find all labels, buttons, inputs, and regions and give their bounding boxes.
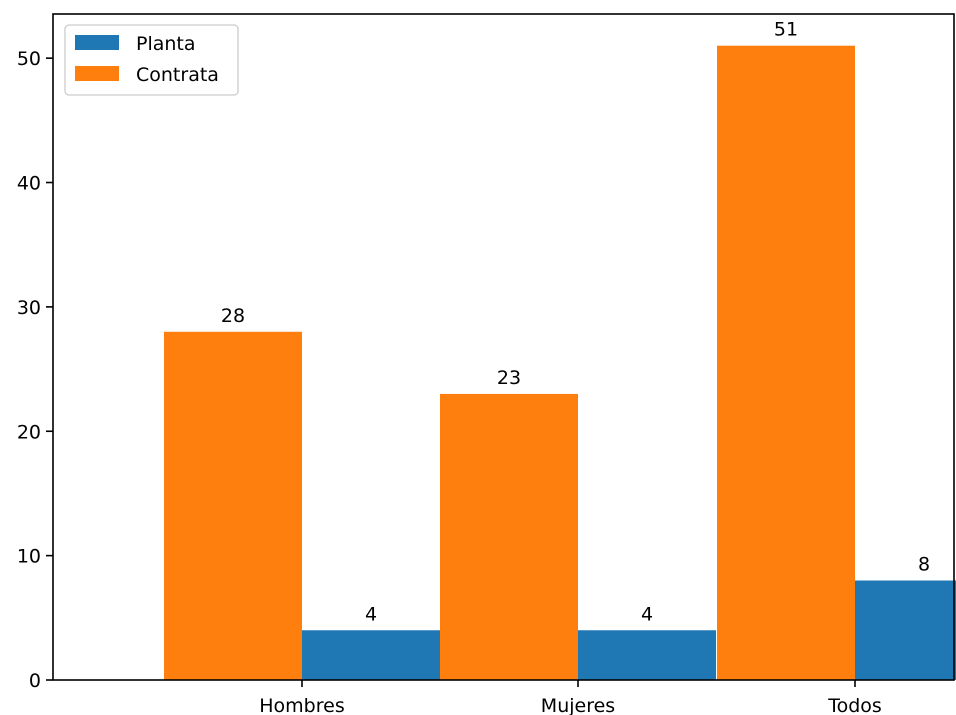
x-tick-label: Mujeres bbox=[541, 695, 615, 715]
bar-labels-layer: 4 4 8 28 23 51 bbox=[221, 19, 930, 626]
y-tick-label: 40 bbox=[17, 173, 41, 195]
bar-planta-mujeres bbox=[578, 630, 716, 680]
plot-frame bbox=[52, 13, 955, 681]
y-tick-label: 0 bbox=[29, 670, 41, 692]
y-tick-label: 50 bbox=[17, 48, 41, 70]
legend: Planta Contrata bbox=[64, 24, 239, 96]
bar-value-label: 4 bbox=[365, 603, 377, 625]
bars-layer bbox=[164, 45, 956, 680]
y-tick-label: 20 bbox=[17, 421, 41, 443]
legend-label-planta: Planta bbox=[136, 33, 196, 55]
bar-value-label: 23 bbox=[497, 367, 521, 389]
x-tick-label: Todos bbox=[827, 695, 882, 715]
x-tick-label: Hombres bbox=[259, 695, 344, 715]
bar-value-label: 8 bbox=[918, 554, 930, 576]
axes-layer: 0 10 20 30 40 50 Hombres Mujeres Todos bbox=[17, 13, 955, 715]
bar-planta-todos bbox=[855, 580, 956, 680]
legend-swatch-planta bbox=[75, 35, 119, 50]
bar-contrata-hombres bbox=[164, 331, 302, 680]
legend-label-contrata: Contrata bbox=[136, 64, 219, 86]
bar-contrata-todos bbox=[717, 45, 855, 680]
legend-swatch-contrata bbox=[75, 66, 119, 81]
y-tick-label: 10 bbox=[17, 546, 41, 568]
bar-value-label: 51 bbox=[774, 19, 798, 41]
bar-value-label: 4 bbox=[641, 603, 653, 625]
bar-planta-hombres bbox=[302, 630, 440, 680]
y-tick-label: 30 bbox=[17, 297, 41, 319]
bar-value-label: 28 bbox=[221, 305, 245, 327]
bar-contrata-mujeres bbox=[440, 393, 578, 680]
